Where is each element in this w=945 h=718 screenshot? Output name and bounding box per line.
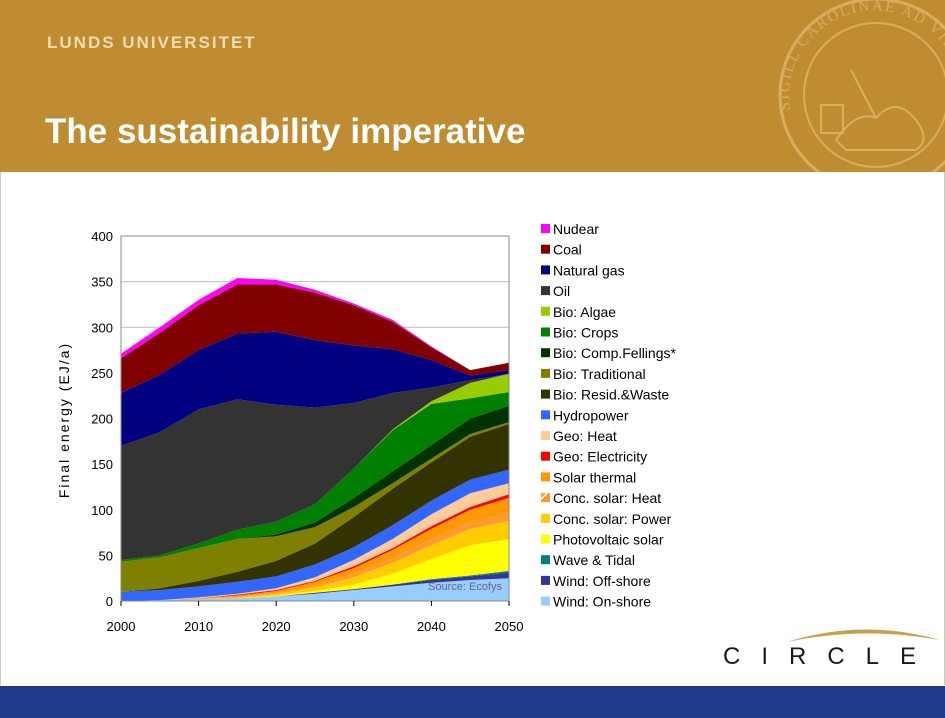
university-seal-icon: SIGILL CAROLINAE AD VIRUMQUE (766, 0, 945, 172)
y-tick-label: 200 (91, 412, 113, 427)
legend-label: Wind: On-shore (553, 594, 651, 610)
legend-label: Wind: Off-shore (553, 573, 651, 589)
y-tick-label: 50 (99, 548, 113, 563)
legend-swatch (541, 575, 550, 585)
legend-swatch (541, 224, 550, 233)
legend-swatch (541, 472, 550, 482)
slide-title: The sustainability imperative (45, 112, 526, 151)
legend-label: Conc. solar: Heat (553, 490, 661, 506)
legend-swatch (541, 368, 550, 378)
legend-swatch (541, 534, 550, 544)
legend-label: Wave & Tidal (553, 552, 635, 568)
area-series-hydropower (121, 469, 509, 601)
logo-text: CIRCLE (723, 643, 937, 670)
legend-label: Nudear (553, 221, 599, 237)
area-series-geo-heat (121, 483, 509, 601)
university-name: LUNDS UNIVERSITET (47, 33, 257, 52)
legend-swatch (541, 389, 550, 399)
plot-border (120, 235, 510, 602)
legend-label: Geo: Electricity (553, 449, 647, 465)
legend-swatch (541, 431, 550, 440)
legend-swatch (541, 493, 550, 503)
legend-swatch (541, 555, 550, 565)
area-series-photovoltaic-solar (121, 539, 509, 601)
legend-label: Geo: Heat (553, 428, 617, 444)
area-series-wind-on-shore (121, 578, 509, 601)
slide-footer (0, 686, 945, 718)
legend-label: Bio: Comp.Fellings* (553, 345, 676, 361)
y-axis-label: Final energy (EJ/a) (56, 342, 72, 498)
area-series-bio-comp-fellings- (121, 405, 509, 562)
x-tick-label: 2020 (262, 619, 291, 634)
area-series-bio-resid-waste (121, 424, 509, 592)
legend-swatch (541, 451, 550, 461)
legend-swatch (541, 306, 550, 316)
legend-swatch (541, 410, 550, 420)
y-tick-label: 150 (91, 457, 113, 472)
legend-swatch (541, 596, 550, 606)
legend-label: Bio: Crops (553, 325, 618, 341)
legend-label: Solar thermal (553, 469, 636, 485)
area-series-bio-traditional (121, 422, 509, 592)
legend-label: Conc. solar: Power (553, 511, 672, 527)
legend-label: Hydropower (553, 407, 629, 423)
y-tick-label: 300 (91, 320, 113, 335)
legend-label: Bio: Traditional (553, 366, 646, 382)
area-series-bio-algae (121, 373, 509, 560)
legend-swatch (541, 286, 550, 296)
x-tick-label: 2010 (184, 619, 213, 634)
x-tick-label: 2050 (495, 619, 524, 634)
legend-swatch (541, 244, 550, 254)
y-tick-label: 250 (91, 366, 113, 381)
x-tick-label: 2030 (339, 619, 368, 634)
legend-swatch-hatch (540, 492, 548, 500)
y-tick-label: 0 (106, 594, 113, 609)
circle-logo: CIRCLE (723, 629, 940, 670)
legend-swatch (541, 265, 550, 275)
source-annotation: Source: Ecofys (428, 581, 502, 593)
legend-label: Bio: Algae (553, 304, 616, 320)
x-tick-label: 2040 (417, 619, 446, 634)
legend-swatch (541, 348, 550, 358)
x-tick-label: 2000 (107, 619, 136, 634)
legend-label: Bio: Resid.&Waste (553, 387, 669, 403)
y-tick-label: 100 (91, 503, 113, 518)
y-tick-label: 350 (91, 275, 113, 290)
slide-header: LUNDS UNIVERSITET The sustainability imp… (0, 0, 945, 172)
area-series-oil (121, 373, 509, 560)
legend-swatch (541, 513, 550, 523)
area-series-natural-gas (121, 331, 509, 446)
legend-label: Oil (553, 283, 570, 299)
energy-chart: 0 50 100 150 200 250 300 350 400 2000 2010 2020 2030… (56, 221, 676, 634)
legend-label: Natural gas (553, 262, 625, 278)
area-series-bio-crops (121, 392, 509, 562)
legend-label: Coal (553, 242, 582, 258)
area-series-coal (121, 284, 509, 393)
legend-swatch (541, 327, 550, 337)
legend-label: Photovoltaic solar (553, 532, 664, 548)
y-tick-label: 400 (91, 229, 113, 244)
